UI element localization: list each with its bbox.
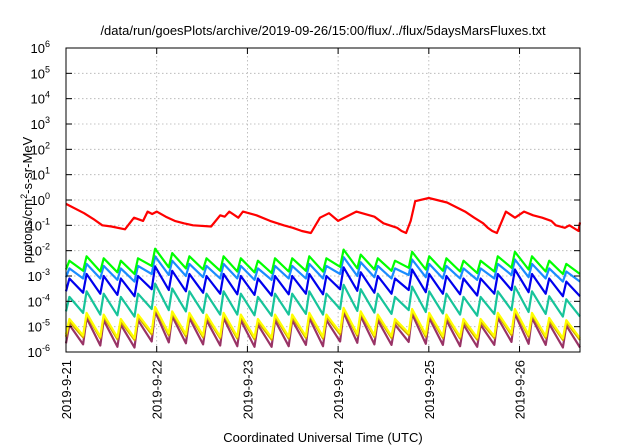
y-tick-base: 10 (28, 218, 42, 233)
y-tick-label: 100 (31, 191, 50, 208)
y-tick-label: 10-6 (28, 343, 50, 360)
y-tick-exponent: -3 (42, 267, 50, 277)
y-tick-label: 103 (31, 115, 50, 132)
y-tick-base: 10 (31, 117, 45, 132)
y-tick-label: 102 (31, 140, 50, 157)
x-tick-label: 2019-9-24 (331, 360, 346, 419)
y-tick-base: 10 (31, 193, 45, 208)
y-tick-exponent: 5 (45, 64, 50, 74)
x-tick-label: 2019-9-21 (59, 360, 74, 419)
y-tick-label: 10-5 (28, 318, 50, 335)
x-tick-label: 2019-9-26 (513, 360, 528, 419)
grid (66, 48, 580, 352)
y-tick-exponent: -5 (42, 318, 50, 328)
series-line-2 (64, 247, 581, 276)
x-axis-label: Coordinated Universal Time (UTC) (223, 430, 422, 445)
y-tick-base: 10 (28, 345, 42, 360)
x-tick-labels: 2019-9-21 2019-9-22 2019-9-23 2019-9-24 2019… (59, 360, 528, 419)
y-tick-exponent: -4 (42, 292, 50, 302)
y-tick-exponent: 2 (45, 140, 50, 150)
y-tick-labels: 10-610-510-410-310-210-11001011021031041… (28, 39, 50, 360)
x-tick-label: 2019-9-23 (240, 360, 255, 419)
y-tick-exponent: 3 (45, 115, 50, 125)
y-tick-base: 10 (31, 142, 45, 157)
series-line-7 (64, 306, 581, 341)
series-line-6 (64, 305, 581, 340)
y-tick-base: 10 (31, 66, 45, 81)
chart-title: /data/run/goesPlots/archive/2019-09-26/1… (100, 23, 546, 38)
y-axis-label: protons/cm2-s-sr-MeV (19, 136, 35, 263)
y-tick-base: 10 (28, 320, 42, 335)
y-tick-base: 10 (28, 244, 42, 259)
y-tick-exponent: -6 (42, 343, 50, 353)
y-axis-label-pre: protons/cm (20, 199, 35, 263)
y-axis-label-sup: 2 (19, 194, 29, 199)
y-tick-base: 10 (31, 92, 45, 107)
series-line-4 (64, 265, 581, 298)
x-tick-label: 2019-9-25 (422, 360, 437, 419)
y-tick-base: 10 (28, 269, 42, 284)
y-tick-label: 101 (31, 166, 50, 183)
y-tick-label: 10-2 (28, 242, 50, 259)
y-tick-label: 10-4 (28, 292, 50, 309)
y-tick-base: 10 (31, 41, 45, 56)
y-tick-exponent: 1 (45, 166, 50, 176)
y-tick-exponent: 0 (45, 191, 50, 201)
x-tick-label: 2019-9-22 (150, 360, 165, 419)
series-line-3 (64, 255, 581, 283)
series-line-8 (64, 310, 581, 349)
y-tick-base: 10 (28, 294, 42, 309)
y-tick-label: 105 (31, 64, 50, 81)
axis-ticks (65, 47, 580, 353)
y-tick-base: 10 (31, 168, 45, 183)
y-tick-exponent: 4 (45, 90, 50, 100)
y-tick-label: 10-1 (28, 216, 50, 233)
y-tick-exponent: -2 (42, 242, 50, 252)
y-tick-label: 10-3 (28, 267, 50, 284)
y-axis-label-post: -s-sr-MeV (20, 136, 35, 193)
y-tick-exponent: -1 (42, 216, 50, 226)
y-tick-label: 104 (31, 90, 50, 107)
series-line-1 (65, 196, 582, 235)
series-layer (64, 196, 582, 349)
series-line-5 (64, 282, 581, 318)
y-tick-label: 106 (31, 39, 50, 56)
y-tick-exponent: 6 (45, 39, 50, 49)
